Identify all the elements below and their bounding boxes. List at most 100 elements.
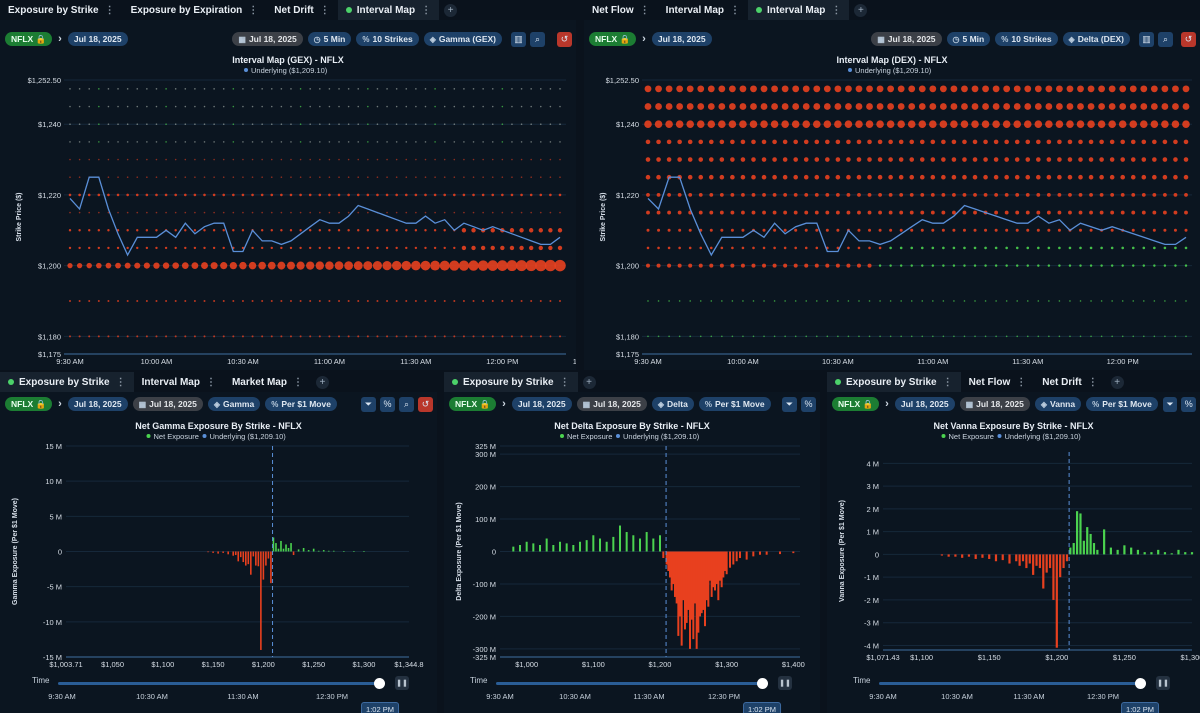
kebab-icon[interactable]: ⋮ [319,4,330,16]
metric-chip[interactable]: ◈ Delta (DEX) [1062,32,1130,46]
pause-button[interactable]: ❚❚ [395,676,409,690]
time-knob[interactable] [374,678,385,689]
symbol-chip[interactable]: NFLX 🔒 [832,397,880,411]
kebab-icon[interactable]: ⋮ [1016,376,1027,388]
percent-button[interactable]: % [380,396,395,412]
add-tab-button[interactable]: + [1110,375,1124,389]
kebab-icon[interactable]: ⋮ [559,376,570,388]
symbol-chip[interactable]: NFLX 🔒 [449,397,497,411]
reset-button[interactable]: ↺ [557,31,572,47]
expiration-chip[interactable]: ▦ Jul 18, 2025 [576,397,647,411]
tab-0[interactable]: Net Flow ⋮ [584,0,658,20]
tab-2[interactable]: Net Drift ⋮ [1034,372,1105,392]
add-tab-button[interactable]: + [582,375,596,389]
percent-button[interactable]: % [801,396,816,412]
strike-dot [270,88,273,90]
search-button[interactable]: ⌕ [530,31,545,47]
tab-0-active[interactable]: Exposure by Strike ⋮ [827,372,961,392]
interval-chip[interactable]: ◷ 5 Min [946,32,991,46]
search-button[interactable]: ⌕ [399,396,414,412]
unit-chip[interactable]: % Per $1 Move [698,397,771,411]
kebab-icon[interactable]: ⋮ [639,4,650,16]
symbol-chip[interactable]: NFLX 🔒 [5,32,53,46]
strike-dot [1048,335,1050,338]
tab-1[interactable]: Interval Map ⋮ [658,0,748,20]
tab-0[interactable]: Exposure by Strike ⋮ [0,0,123,20]
date-chip[interactable]: Jul 18, 2025 [67,32,128,46]
time-knob[interactable] [1135,678,1146,689]
date-chip[interactable]: Jul 18, 2025 [894,397,955,411]
chevron-right-icon[interactable]: › [502,398,506,410]
tab-0-active[interactable]: Exposure by Strike ⋮ [0,372,134,392]
expiration-chip[interactable]: ▦ Jul 18, 2025 [871,32,942,46]
chevron-right-icon[interactable]: › [58,33,62,45]
strike-dot [472,141,475,143]
metric-chip[interactable]: ◈ Gamma (GEX) [423,32,502,46]
chevron-right-icon[interactable]: › [885,398,889,410]
time-track[interactable] [496,682,766,685]
kebab-icon[interactable]: ⋮ [205,376,216,388]
filter-button[interactable]: ⏷ [361,396,376,412]
strike-dot [299,123,302,125]
interval-chip[interactable]: ◷ 5 Min [307,32,352,46]
date-chip[interactable]: Jul 18, 2025 [67,397,128,411]
kebab-icon[interactable]: ⋮ [104,4,115,16]
greek-chip[interactable]: ◈ Delta [651,397,694,411]
chevron-right-icon[interactable]: › [642,33,646,45]
percent-button[interactable]: % [1181,396,1196,412]
search-button[interactable]: ⌕ [1158,31,1173,47]
strike-dot [251,176,254,179]
tab-1[interactable]: Net Flow ⋮ [961,372,1035,392]
expiration-chip[interactable]: ▦ Jul 18, 2025 [232,32,303,46]
strike-dot [677,193,682,197]
unit-chip[interactable]: % Per $1 Move [1086,397,1158,411]
reset-button[interactable]: ↺ [418,396,433,412]
kebab-icon[interactable]: ⋮ [115,376,126,388]
greek-chip[interactable]: ◈ Gamma [207,397,261,411]
add-tab-button[interactable]: + [854,3,868,17]
chart-type-button[interactable]: ▥ [1139,31,1154,47]
time-track[interactable] [58,682,384,685]
strikes-chip[interactable]: % 10 Strikes [995,32,1058,46]
tab-1[interactable]: Exposure by Expiration ⋮ [123,0,267,20]
date-chip[interactable]: Jul 18, 2025 [651,32,712,46]
strike-dot [889,228,893,232]
kebab-icon[interactable]: ⋮ [1087,376,1098,388]
reset-button[interactable]: ↺ [1181,31,1196,47]
kebab-icon[interactable]: ⋮ [730,4,741,16]
greek-chip[interactable]: ◈ Vanna [1034,397,1082,411]
strike-dot [920,246,924,250]
filter-button[interactable]: ⏷ [782,396,797,412]
add-tab-button[interactable]: + [315,375,329,389]
time-tick: 10:30 AM [136,692,168,701]
chart-type-button[interactable]: ▥ [511,31,526,47]
kebab-icon[interactable]: ⋮ [831,4,842,16]
time-knob[interactable] [757,678,768,689]
tab-2-active[interactable]: Interval Map ⋮ [748,0,850,20]
pause-button[interactable]: ❚❚ [778,676,792,690]
kebab-icon[interactable]: ⋮ [248,4,259,16]
tab-1[interactable]: Interval Map ⋮ [134,372,224,392]
tab-2[interactable]: Net Drift ⋮ [266,0,337,20]
expiration-chip[interactable]: ▦ Jul 18, 2025 [132,397,203,411]
kebab-icon[interactable]: ⋮ [292,376,303,388]
add-tab-button[interactable]: + [444,3,458,17]
kebab-icon[interactable]: ⋮ [942,376,953,388]
strike-dot [857,246,861,250]
pause-button[interactable]: ❚❚ [1156,676,1170,690]
tab-2[interactable]: Market Map ⋮ [224,372,311,392]
date-chip[interactable]: Jul 18, 2025 [511,397,572,411]
filter-button[interactable]: ⏷ [1162,396,1178,412]
chevron-right-icon[interactable]: › [58,398,62,410]
symbol-chip[interactable]: NFLX 🔒 [589,32,637,46]
strike-dot [1173,174,1178,180]
kebab-icon[interactable]: ⋮ [421,4,432,16]
tab-0-active[interactable]: Exposure by Strike ⋮ [444,372,578,392]
expiration-chip[interactable]: ▦ Jul 18, 2025 [959,397,1030,411]
strikes-chip[interactable]: % 10 Strikes [356,32,419,46]
time-track[interactable] [879,682,1145,685]
unit-chip[interactable]: % Per $1 Move [265,397,337,411]
strike-dot [984,264,987,267]
symbol-chip[interactable]: NFLX 🔒 [5,397,53,411]
tab-3-active[interactable]: Interval Map ⋮ [337,0,440,20]
